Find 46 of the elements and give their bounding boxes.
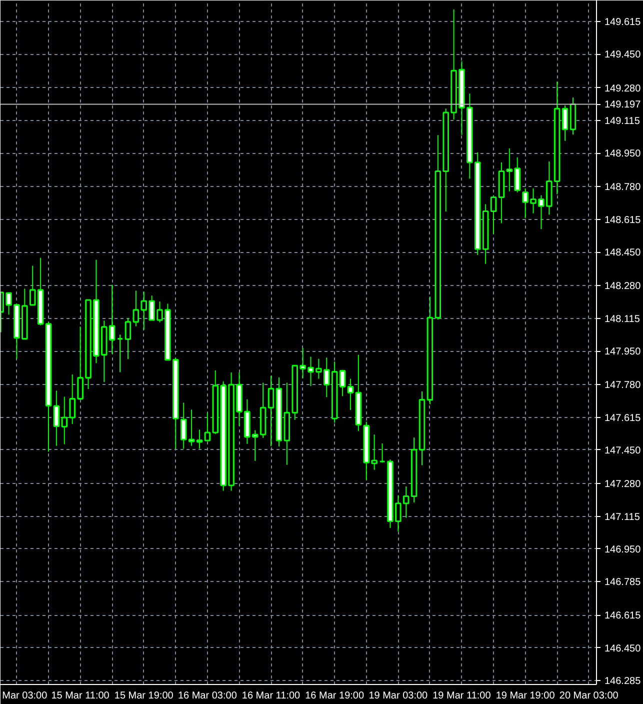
y-tick-label: 147.615 (604, 412, 642, 424)
y-tick-label: 146.615 (604, 610, 642, 622)
y-tick-label: 148.115 (604, 314, 640, 325)
y-tick-label: 149.450 (604, 50, 642, 61)
y-tick-label: 148.280 (604, 281, 642, 292)
ref-line-label: 149.197 (604, 100, 642, 111)
y-tick-label: 148.780 (604, 182, 642, 194)
y-tick-label: 147.950 (604, 346, 642, 358)
y-tick-label: 146.450 (604, 643, 642, 654)
x-tick-label: 16 Mar 19:00 (305, 690, 364, 702)
candlestick (180, 402, 187, 450)
y-tick-label: 146.950 (604, 544, 642, 556)
y-tick-label: 148.450 (604, 248, 642, 259)
y-tick-label: 149.615 (604, 16, 642, 28)
x-tick-label: 19 Mar 03:00 (368, 690, 428, 702)
y-tick-label: 146.785 (604, 577, 642, 588)
y-tick-label: 147.280 (604, 479, 642, 490)
y-tick-label: 146.285 (604, 676, 642, 688)
y-tick-label: 149.280 (604, 83, 642, 94)
candlestick (268, 375, 274, 447)
x-tick-label: 16 Mar 03:00 (178, 690, 238, 702)
x-tick-label: 16 Mar 11:00 (242, 690, 301, 702)
candlestick (379, 442, 386, 463)
x-tick-label: 20 Mar 03:00 (559, 690, 619, 702)
candlestick (188, 409, 195, 446)
x-tick-label: 19 Mar 19:00 (496, 690, 556, 702)
x-tick-label: 19 Mar 11:00 (432, 690, 492, 702)
x-tick-label: 15 Mar 11:00 (51, 690, 110, 702)
candlestick (196, 429, 203, 450)
y-tick-label: 147.780 (604, 380, 642, 392)
candlestick (116, 334, 124, 373)
candlestick (402, 486, 410, 518)
candlestick (490, 194, 497, 235)
y-tick-label: 149.115 (604, 116, 640, 127)
candlestick (124, 317, 132, 360)
candlestick (29, 265, 36, 306)
y-tick-label: 148.615 (604, 214, 642, 226)
candlestick (339, 369, 346, 397)
x-tick-label: Mar 03:00 (2, 690, 48, 702)
y-tick-label: 147.115 (604, 512, 640, 523)
x-tick-label: 15 Mar 19:00 (114, 690, 174, 702)
candlestick (347, 378, 354, 410)
candlestick (562, 104, 568, 142)
y-tick-label: 148.950 (604, 148, 642, 160)
candlestick (53, 390, 60, 446)
y-tick-label: 147.450 (604, 445, 642, 456)
